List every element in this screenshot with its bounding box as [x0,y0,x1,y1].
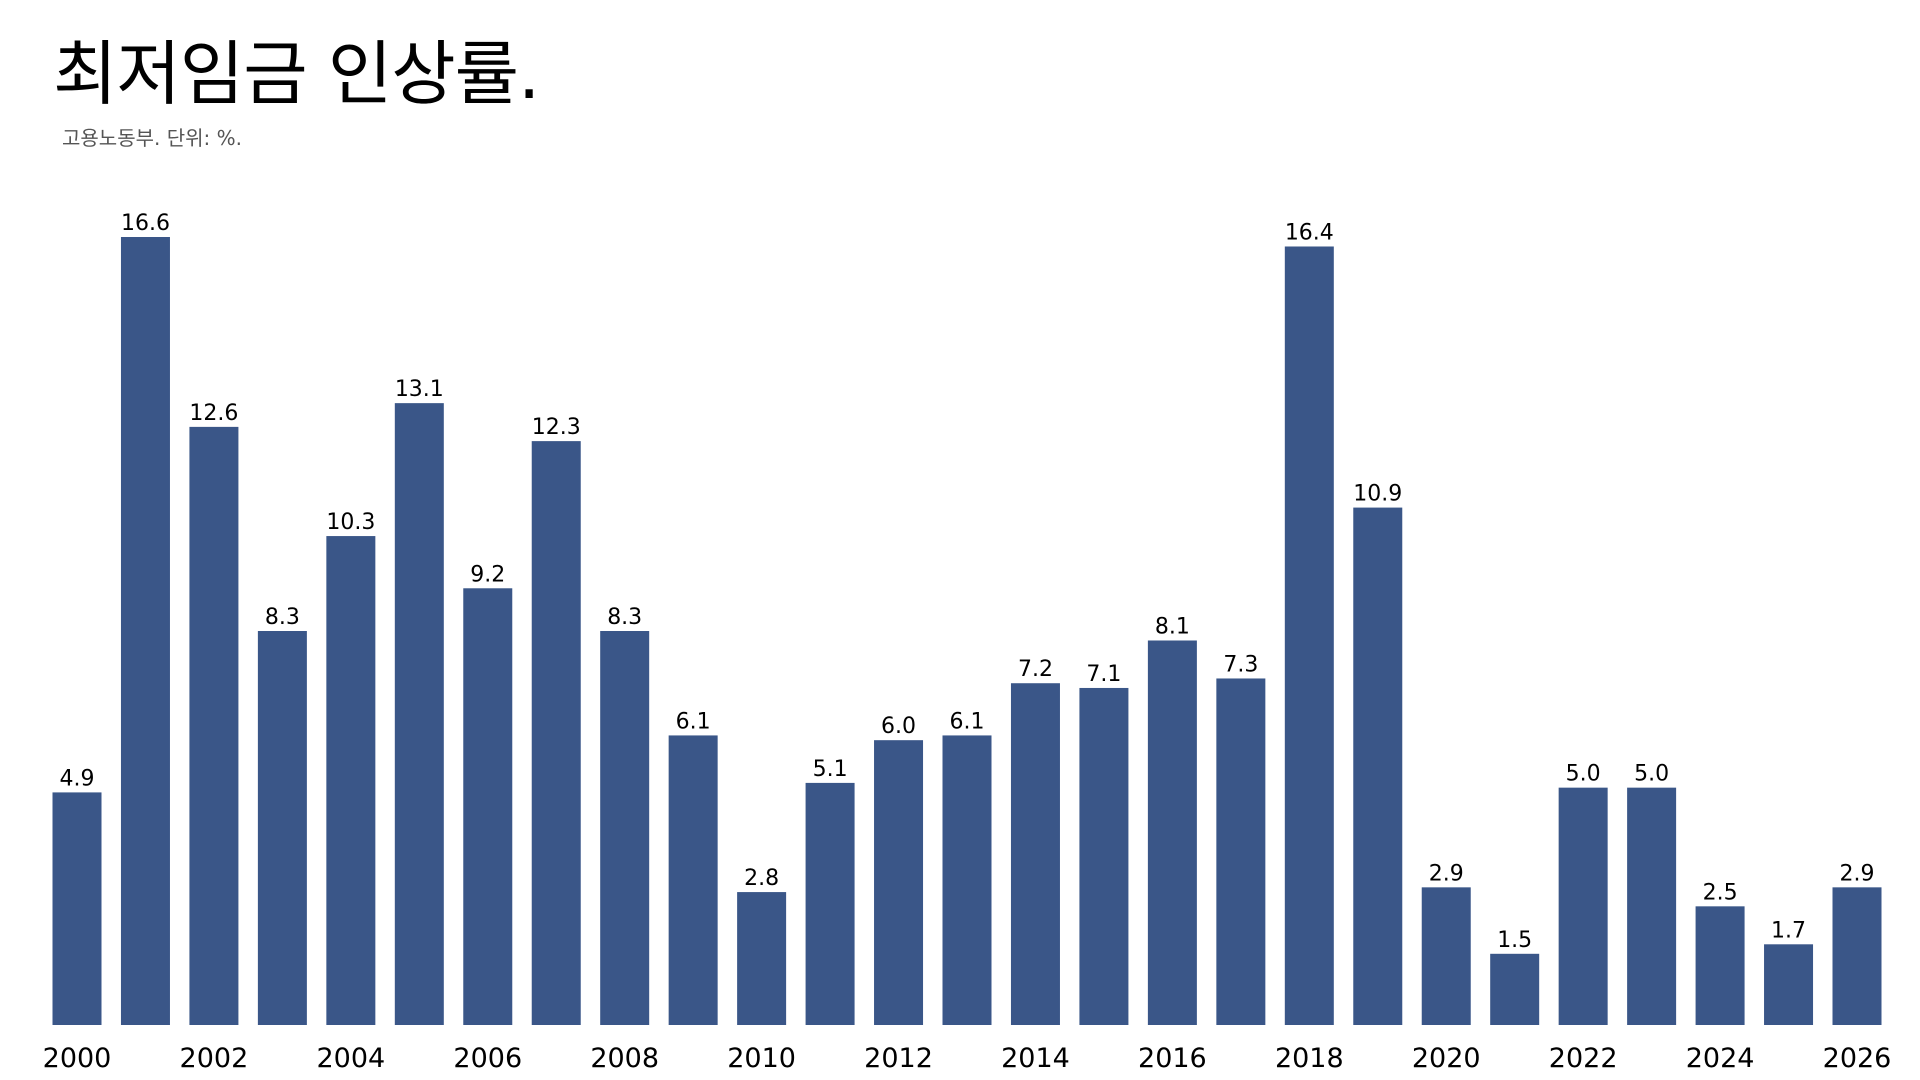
chart-title: 최저임금 인상률. [53,33,540,115]
value-label-2006: 9.2 [470,562,505,587]
chart-subtitle: 고용노동부. 단위: %. [62,126,242,150]
value-label-2001: 16.6 [121,211,170,236]
value-labels-group: 4.9 16.6 12.6 8.3 10.3 13.1 9.2 12.3 8.3 6.1 2.8 5.… [60,211,1875,953]
value-label-2020: 2.9 [1429,861,1464,886]
value-label-2003: 8.3 [265,605,300,630]
value-label-2013: 6.1 [950,709,985,734]
bar-2012 [874,740,924,1025]
bars-group [52,237,1882,1026]
x-tick-label-2018: 2018 [1275,1043,1344,1074]
bar-2002 [189,426,239,1025]
bar-2018 [1284,246,1334,1026]
x-tick-label-2006: 2006 [453,1043,522,1074]
bar-2007 [531,441,581,1025]
value-label-2017: 7.3 [1223,652,1258,677]
value-label-2008: 8.3 [607,605,642,630]
value-label-2007: 12.3 [532,415,581,440]
x-tick-label-2026: 2026 [1823,1043,1892,1074]
x-tick-label-2004: 2004 [316,1043,385,1074]
bar-2004 [326,536,376,1025]
bar-2025 [1764,944,1814,1025]
value-label-2024: 2.5 [1703,880,1738,905]
bar-2014 [1010,683,1060,1025]
bar-2021 [1490,953,1540,1025]
x-axis: 2000 2002 2004 2006 2008 2010 2012 2014 2016 2018… [43,1043,1892,1074]
value-label-2025: 1.7 [1771,918,1806,943]
bar-2005 [394,403,444,1025]
x-tick-label-2000: 2000 [43,1043,112,1074]
value-label-2016: 8.1 [1155,614,1190,639]
value-label-2018: 16.4 [1285,220,1334,245]
value-label-2004: 10.3 [326,510,375,535]
bar-2024 [1695,906,1745,1025]
bar-2011 [805,782,855,1025]
value-label-2022: 5.0 [1566,762,1601,787]
value-label-2002: 12.6 [189,401,238,426]
value-label-2000: 4.9 [60,766,95,791]
bar-2015 [1079,687,1129,1025]
bar-2009 [668,735,718,1025]
bar-2006 [463,588,513,1025]
bar-2016 [1147,640,1197,1025]
bar-2001 [120,237,170,1025]
bar-2010 [737,892,787,1025]
value-label-2011: 5.1 [813,757,848,782]
x-tick-label-2008: 2008 [590,1043,659,1074]
x-tick-label-2024: 2024 [1686,1043,1755,1074]
value-label-2026: 2.9 [1840,861,1875,886]
x-tick-label-2020: 2020 [1412,1043,1481,1074]
bar-2013 [942,735,992,1025]
bar-2008 [600,631,650,1025]
value-label-2005: 13.1 [395,377,444,402]
x-tick-label-2012: 2012 [864,1043,933,1074]
value-label-2009: 6.1 [676,709,711,734]
bar-2022 [1558,787,1608,1025]
bar-2000 [52,792,102,1025]
bar-2026 [1832,887,1882,1025]
value-label-2019: 10.9 [1353,482,1402,507]
x-tick-label-2016: 2016 [1138,1043,1207,1074]
x-tick-label-2014: 2014 [1001,1043,1070,1074]
x-tick-label-2022: 2022 [1549,1043,1618,1074]
bar-2020 [1421,887,1471,1025]
value-label-2015: 7.1 [1086,662,1121,687]
bar-2017 [1216,678,1266,1025]
value-label-2023: 5.0 [1634,762,1669,787]
x-tick-label-2010: 2010 [727,1043,796,1074]
x-tick-label-2002: 2002 [180,1043,249,1074]
bar-2023 [1627,787,1677,1025]
value-label-2021: 1.5 [1497,928,1532,953]
value-label-2014: 7.2 [1018,657,1053,682]
value-label-2012: 6.0 [881,714,916,739]
value-label-2010: 2.8 [744,866,779,891]
bar-2019 [1353,507,1403,1026]
bar-2003 [257,631,307,1025]
